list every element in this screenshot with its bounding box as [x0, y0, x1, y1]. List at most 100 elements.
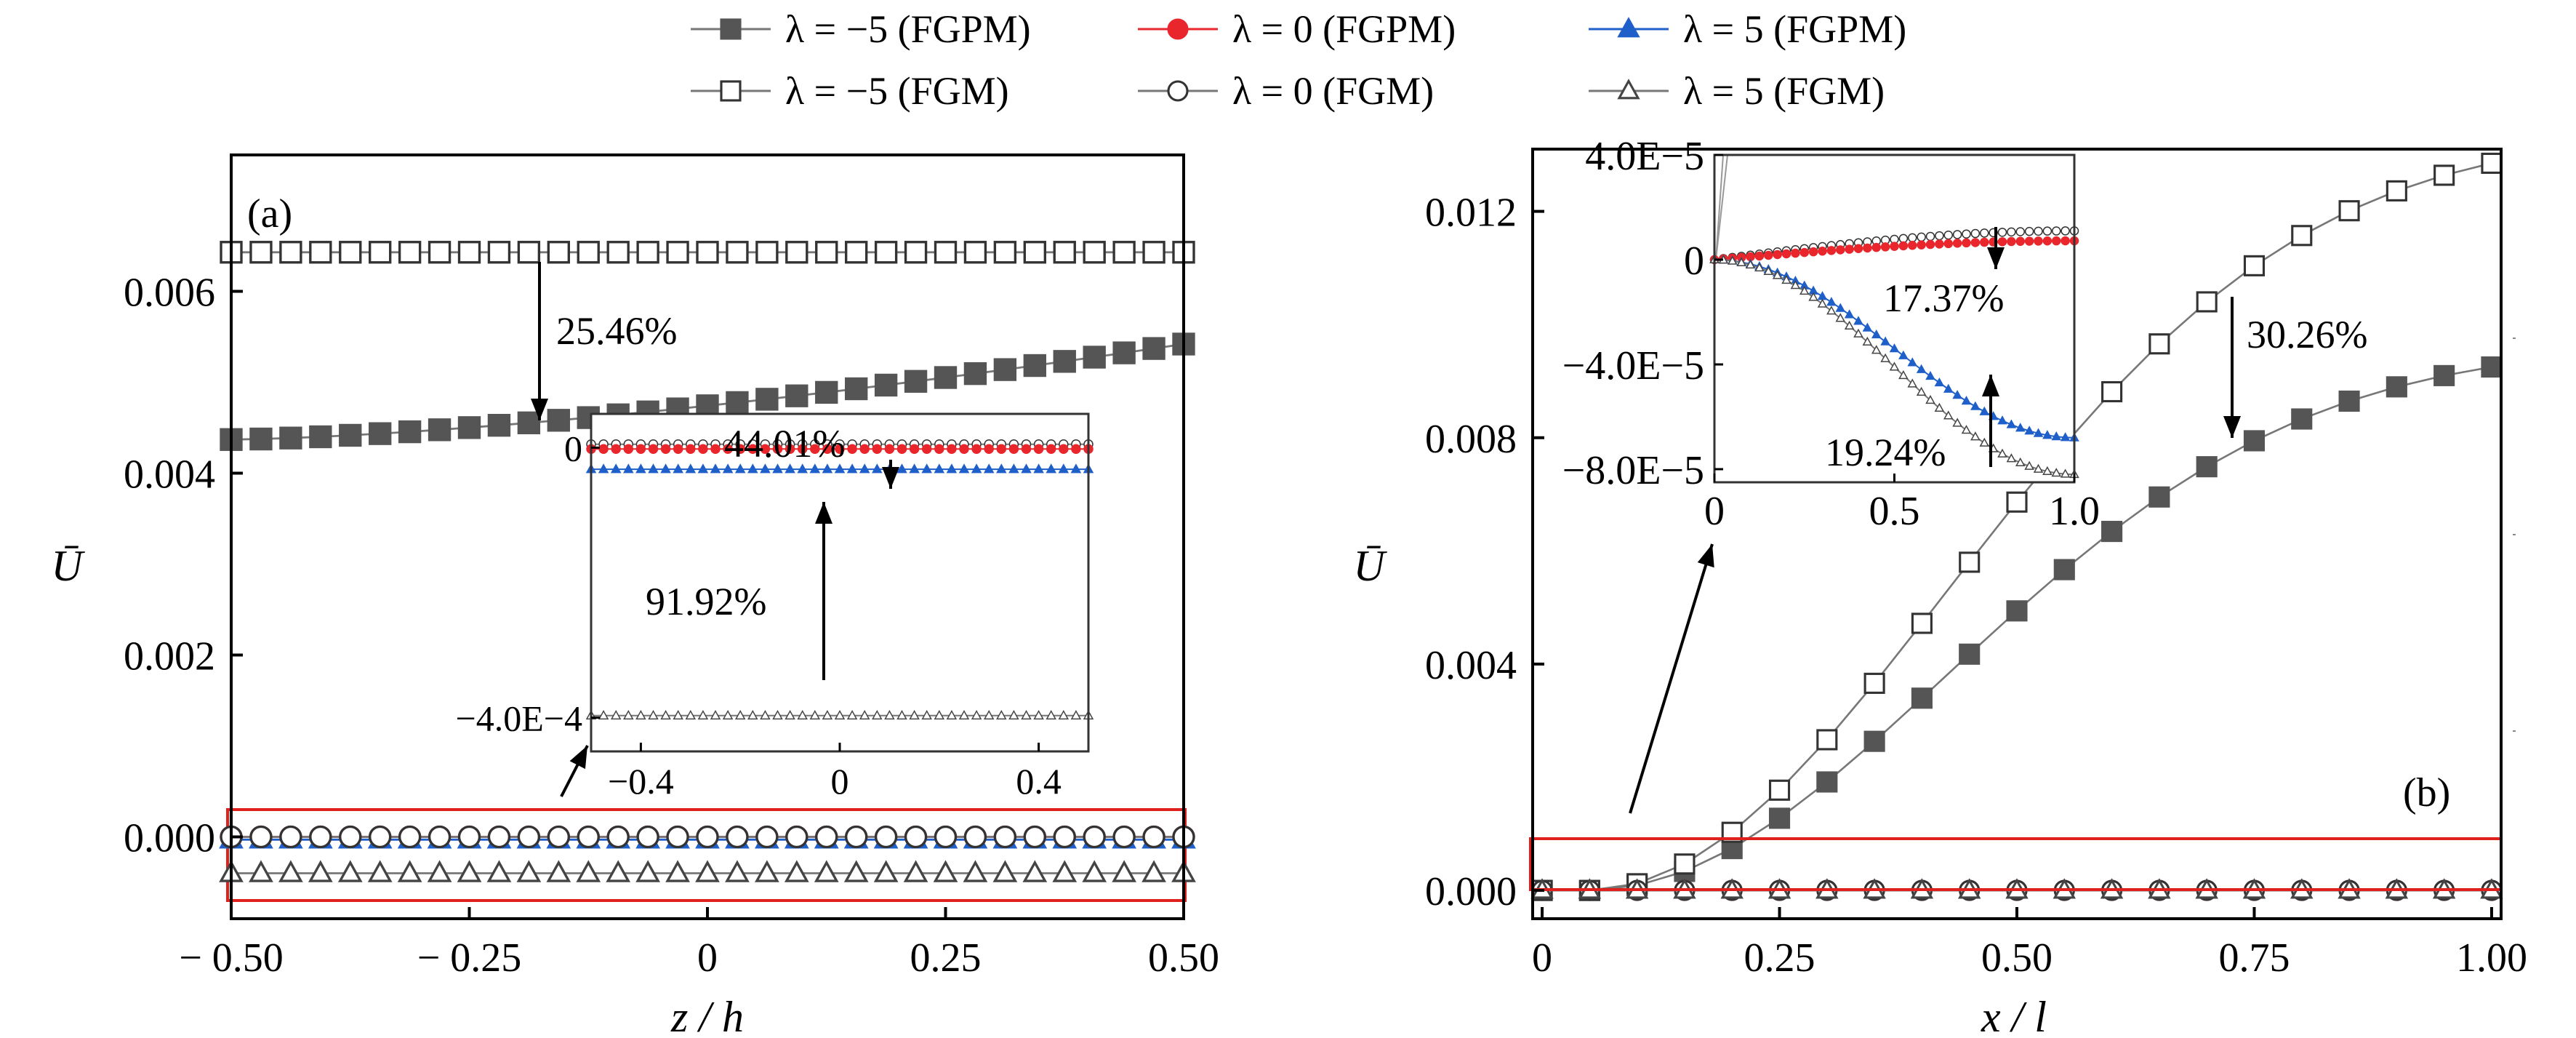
data-point	[1826, 297, 1837, 306]
data-point	[623, 710, 634, 720]
inset-x-tick-label: 1.0	[2049, 489, 2100, 534]
x-tick-label: 0	[1532, 935, 1552, 981]
data-point	[845, 825, 868, 849]
data-point	[487, 825, 511, 849]
y-axis-title: Ū	[51, 542, 85, 590]
data-point	[1818, 246, 1827, 256]
legend-marker	[720, 18, 742, 40]
data-point	[1835, 303, 1846, 312]
data-point	[1898, 370, 1909, 380]
data-point	[958, 463, 970, 474]
data-point	[648, 463, 659, 474]
data-point	[397, 860, 422, 882]
data-point	[2338, 200, 2360, 222]
data-point	[884, 444, 895, 455]
data-point	[1772, 270, 1783, 279]
y-tick-label: 0.006	[124, 271, 215, 316]
data-point	[797, 463, 808, 474]
legend-label: λ = 0 (FGM)	[1232, 69, 1434, 113]
data-point	[1799, 285, 1810, 295]
data-point	[309, 825, 332, 849]
legend-marker	[1167, 18, 1189, 40]
data-point	[1112, 860, 1136, 882]
data-point	[398, 241, 422, 264]
data-point	[2015, 423, 2026, 432]
data-point	[1816, 729, 1838, 751]
data-point	[1142, 337, 1165, 360]
data-point	[874, 373, 898, 397]
y-tick-label: 0.002	[124, 634, 215, 679]
data-point	[921, 710, 932, 720]
data-point	[1768, 807, 1791, 829]
data-point	[1808, 247, 1818, 257]
data-point	[847, 444, 857, 455]
data-point	[1952, 390, 1962, 399]
data-point	[1754, 251, 1765, 261]
data-point	[1925, 239, 1935, 249]
data-point	[1853, 328, 1863, 338]
inset-annotation-arrow	[815, 502, 832, 680]
data-point	[457, 825, 481, 849]
data-point	[685, 463, 697, 474]
data-point	[249, 427, 273, 451]
data-point	[2386, 180, 2407, 201]
inset-annotation-arrow	[1987, 227, 2005, 269]
data-point	[636, 825, 659, 849]
data-point	[735, 444, 745, 455]
data-point	[2060, 432, 2071, 442]
data-point	[1008, 463, 1019, 474]
inset-annotation-label: 19.24%	[1825, 431, 1946, 474]
data-point	[947, 444, 957, 455]
data-point	[2024, 236, 2034, 246]
data-point	[845, 241, 868, 264]
data-point	[946, 463, 958, 474]
data-point	[1023, 354, 1046, 378]
inset-y-tick-label: −8.0E−5	[1562, 448, 1704, 493]
data-point	[726, 825, 749, 849]
data-point	[1141, 860, 1166, 882]
data-point	[1764, 250, 1773, 260]
data-point	[859, 463, 870, 474]
data-point	[1911, 687, 1933, 709]
data-point	[1052, 860, 1078, 882]
data-point	[815, 241, 838, 264]
data-point	[933, 860, 958, 882]
data-point	[834, 710, 846, 720]
data-point	[1916, 386, 1927, 396]
data-point	[635, 463, 646, 474]
data-point	[2024, 226, 2034, 236]
legend-entry: λ = 5 (FGM)	[1589, 69, 1885, 113]
data-point	[648, 444, 659, 455]
y-tick-label: 0.004	[124, 452, 215, 498]
data-point	[1925, 394, 1935, 404]
data-point	[755, 388, 779, 411]
data-point	[996, 463, 1007, 474]
data-point	[308, 860, 333, 882]
data-point	[1952, 230, 1962, 239]
data-point	[1844, 309, 1855, 319]
data-point	[598, 710, 609, 720]
data-point	[606, 825, 630, 849]
data-point	[726, 391, 749, 415]
data-point	[279, 241, 302, 264]
legend-entry: λ = 0 (FGM)	[1138, 69, 1434, 113]
data-point	[1943, 230, 1953, 240]
data-point	[1862, 336, 1873, 346]
inset-b-series-3	[1709, 254, 2079, 479]
data-point	[606, 241, 630, 264]
data-point	[722, 710, 734, 720]
data-point	[934, 241, 958, 264]
y-tick-label: 0.012	[1425, 191, 1517, 236]
data-point	[963, 825, 987, 849]
data-point	[1070, 710, 1082, 720]
data-point	[696, 825, 719, 849]
data-point	[2101, 521, 2123, 543]
data-point	[1781, 274, 1791, 284]
data-point	[2051, 431, 2062, 441]
inset-a-series-1	[586, 444, 1094, 455]
data-point	[874, 241, 898, 264]
data-point	[698, 444, 708, 455]
data-point	[1871, 345, 1882, 354]
data-point	[984, 444, 994, 455]
panel-a-chart: − 0.50 − 0.25 0 0.25 0.50 0.000 0.002 0.004 0.00…	[51, 153, 1219, 1038]
